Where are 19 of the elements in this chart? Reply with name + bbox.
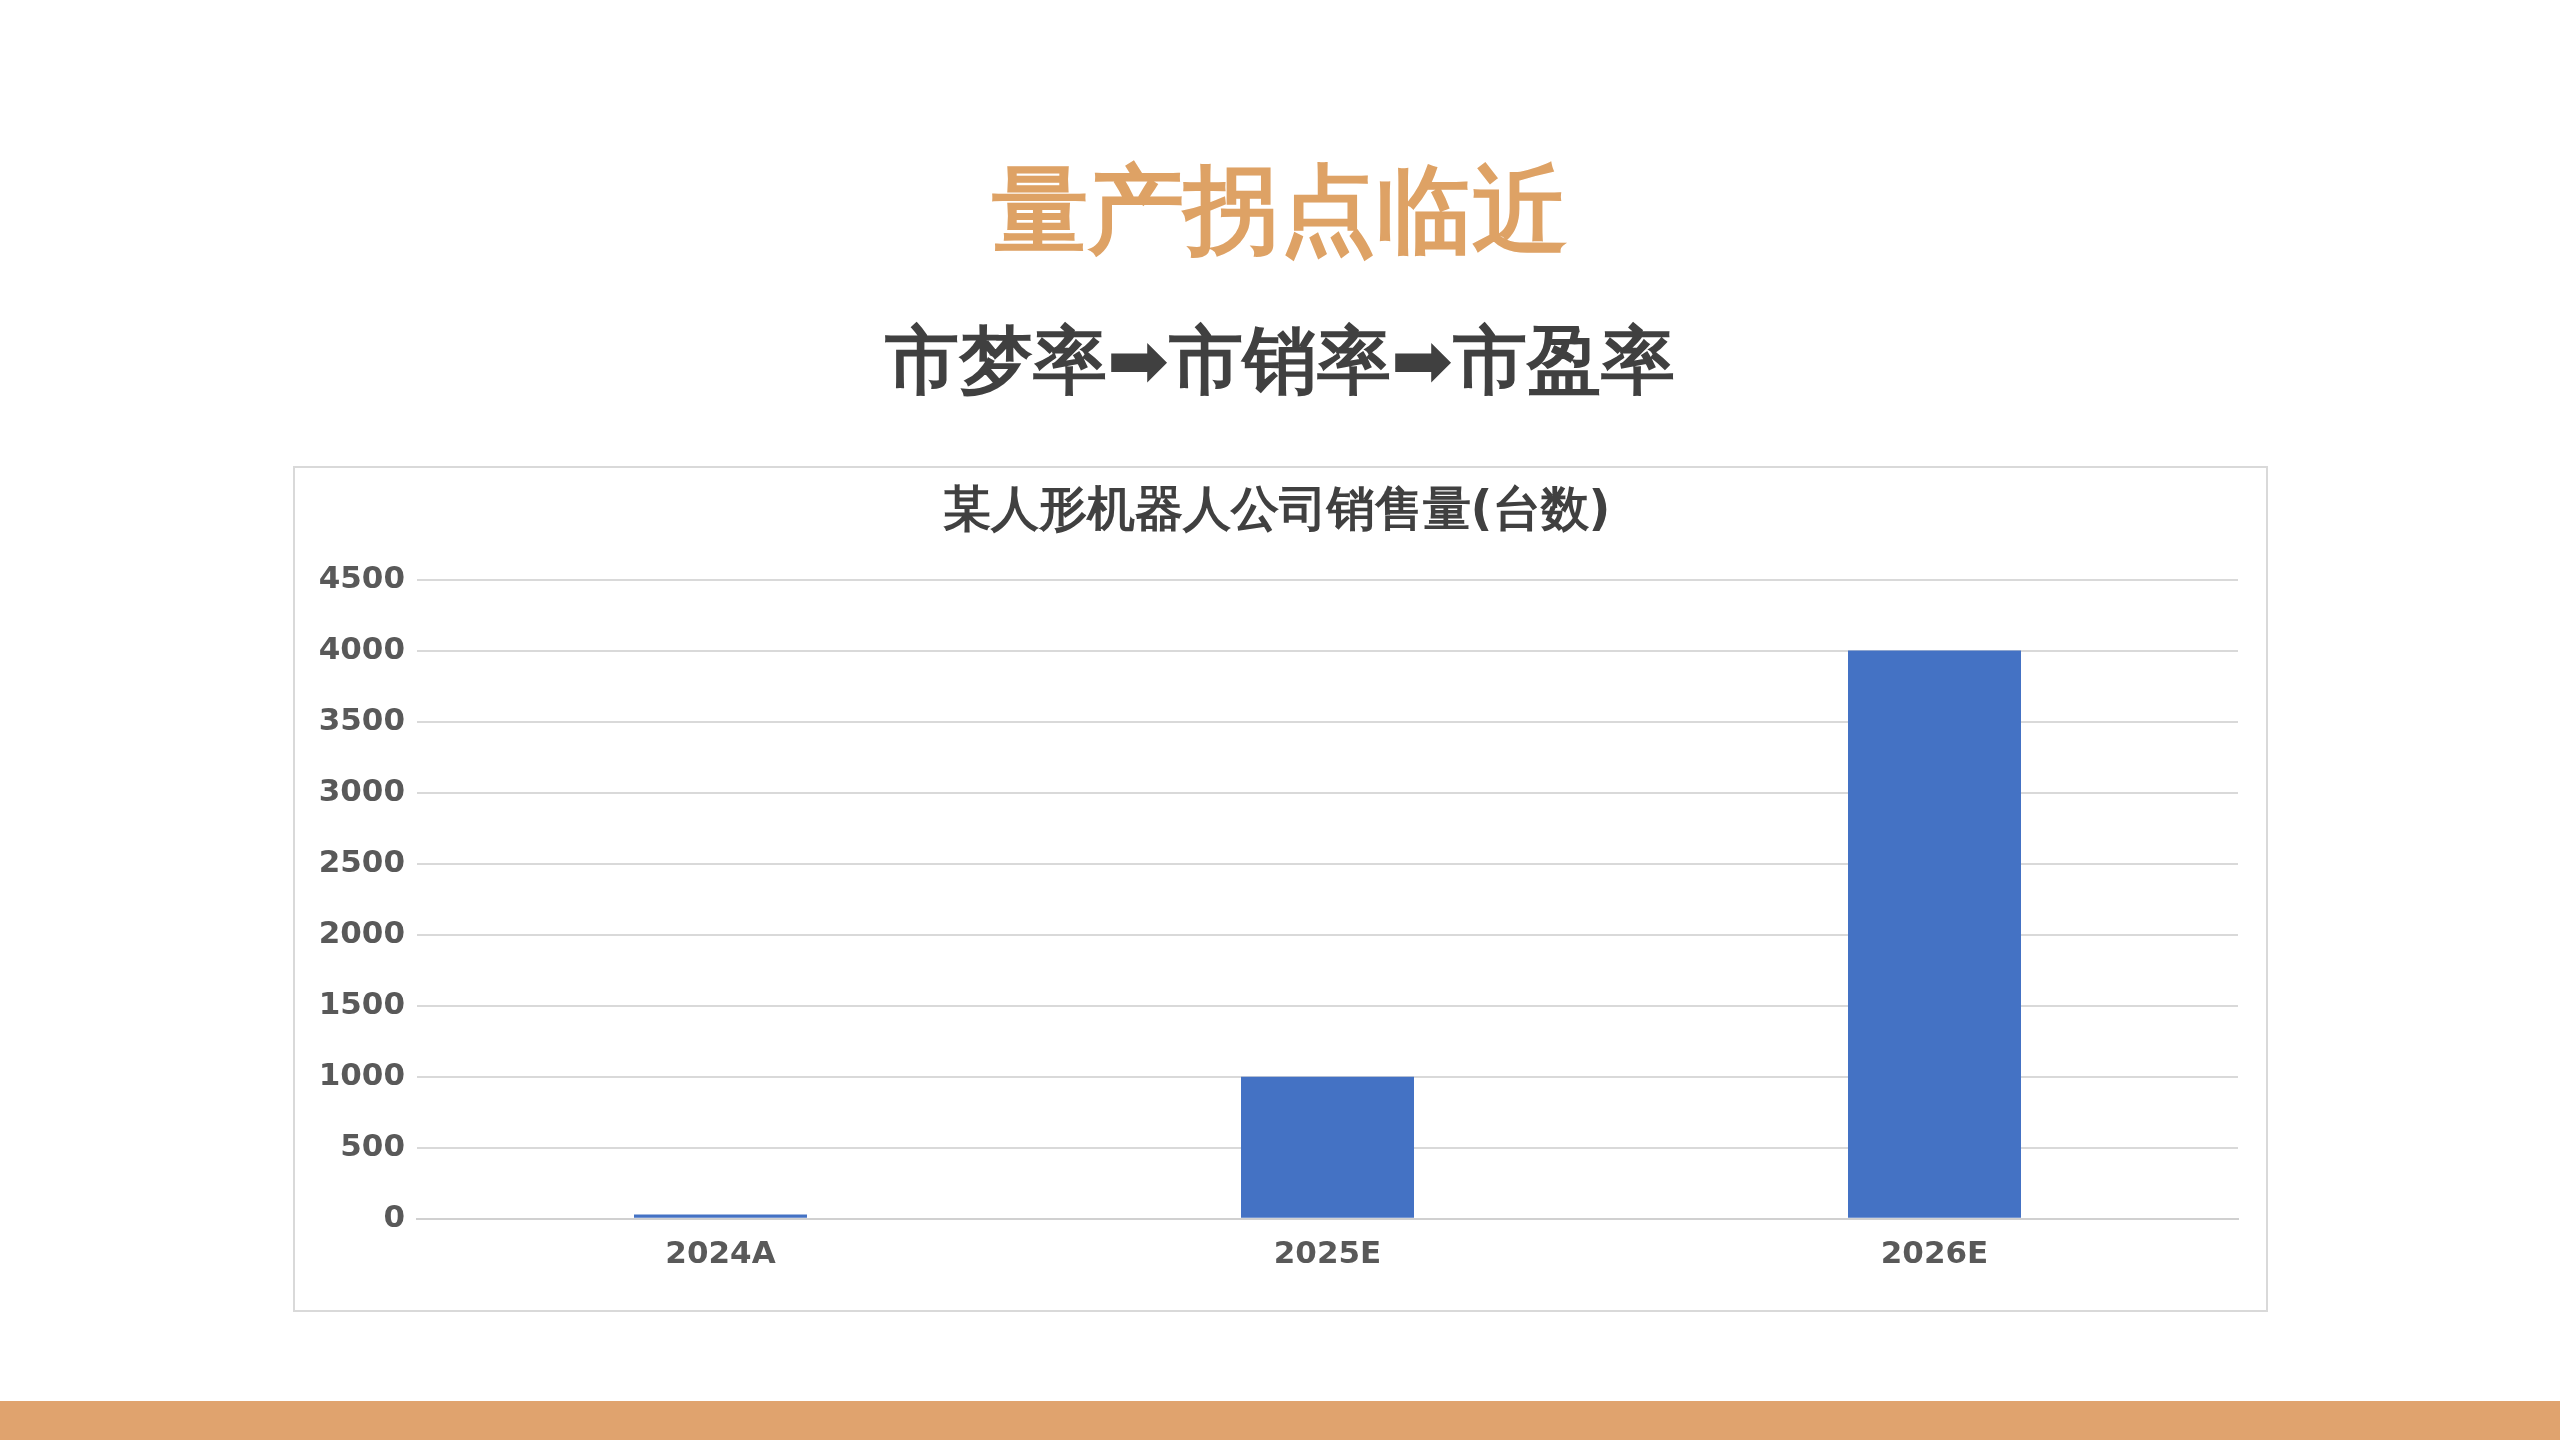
y-tick-label: 4000 bbox=[318, 629, 405, 666]
bar bbox=[1241, 1076, 1414, 1218]
bar bbox=[1848, 650, 2021, 1218]
y-tick-label: 3000 bbox=[318, 771, 405, 808]
y-tick-label: 3500 bbox=[318, 700, 405, 737]
text: 某人形机器人公司销售量(台数) bbox=[942, 480, 1611, 537]
chart-title: 量产拐点临近 bbox=[991, 153, 1569, 268]
y-tick-label: 500 bbox=[340, 1126, 405, 1163]
x-tick-label: 2026E bbox=[1880, 1234, 1989, 1271]
bar bbox=[634, 1214, 807, 1218]
y-tick-label: 1500 bbox=[318, 984, 405, 1021]
chart-subtitle: 市梦率➡市销率➡市盈率 bbox=[884, 316, 1676, 405]
y-tick-label: 4500 bbox=[318, 558, 405, 595]
x-tick-label: 2025E bbox=[1273, 1234, 1382, 1271]
y-tick-label: 0 bbox=[383, 1197, 405, 1234]
y-tick-label: 1000 bbox=[318, 1055, 405, 1092]
x-tick-label: 2024A bbox=[665, 1234, 776, 1271]
y-tick-label: 2500 bbox=[318, 842, 405, 879]
y-tick-label: 2000 bbox=[318, 913, 405, 950]
